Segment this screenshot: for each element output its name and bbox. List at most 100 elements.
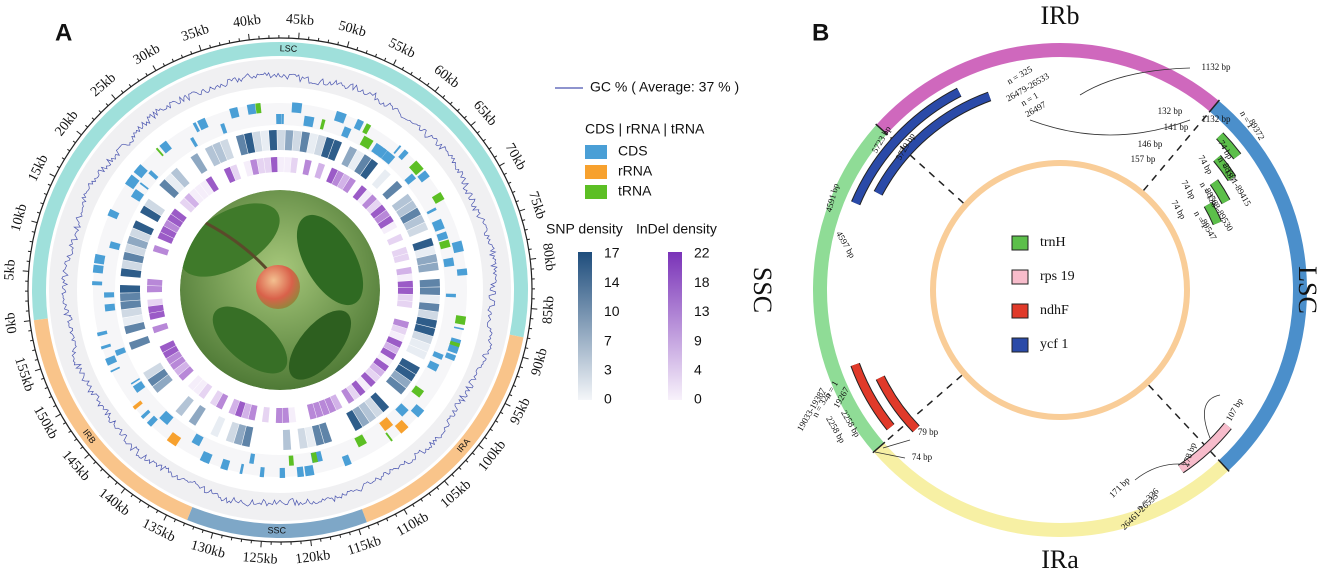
scale-tick — [457, 108, 460, 112]
heat-cell — [356, 376, 371, 392]
scale-tick — [68, 430, 72, 434]
scale-label: 100kb — [476, 438, 509, 475]
heat-cell — [366, 199, 382, 214]
annotation: 74 bp — [1179, 178, 1198, 201]
legend-swatch — [1011, 235, 1029, 251]
feature-block — [197, 117, 209, 131]
heat-cell — [406, 344, 428, 360]
feature-block — [159, 410, 174, 426]
heat-cell — [358, 401, 377, 423]
scale-tick — [30, 339, 34, 342]
leader-line — [1029, 119, 1191, 136]
heat-cell — [360, 371, 376, 387]
scale-tick — [192, 526, 195, 530]
scale-tick — [526, 238, 530, 241]
feature-block — [381, 150, 396, 165]
feature-block — [393, 145, 402, 155]
feature-block — [132, 400, 143, 410]
scale-tick — [509, 394, 513, 397]
scale-title: InDel density — [636, 221, 717, 237]
heat-cell — [167, 214, 184, 228]
heat-cell — [417, 262, 439, 273]
region-label: SSC — [748, 267, 777, 313]
heat-cell — [396, 266, 412, 276]
legend-label: ycf 1 — [1040, 337, 1068, 352]
heat-cell — [391, 324, 408, 336]
heat-cell — [121, 307, 143, 318]
heat-cell — [160, 225, 177, 239]
gc-ring — [49, 59, 511, 521]
leader-line — [882, 439, 911, 449]
scale-tick — [420, 498, 424, 502]
heat-cell — [282, 407, 290, 423]
heat-cell — [312, 401, 324, 418]
heat-cell — [284, 130, 294, 151]
scale-tick — [503, 172, 507, 176]
heat-cell — [248, 404, 258, 421]
heat-cell — [352, 185, 367, 201]
heat-cell — [403, 214, 425, 231]
scale-label: 55kb — [386, 36, 418, 62]
scale-tick — [484, 436, 488, 440]
gc-line — [61, 72, 498, 507]
scale-tick — [337, 41, 339, 45]
heat-cell — [198, 383, 213, 399]
feature-block — [124, 178, 137, 190]
color-bar — [578, 252, 592, 400]
heat-cell — [143, 362, 164, 380]
scale-tick — [451, 473, 455, 477]
scale-tick — [180, 54, 184, 58]
feature-block — [133, 189, 145, 199]
feature-block — [395, 403, 409, 417]
feature-block — [398, 149, 409, 161]
heat-cell — [169, 356, 186, 371]
scale-tick — [128, 84, 132, 88]
gene-block — [851, 88, 962, 205]
scale-tick — [201, 529, 204, 534]
leader-line — [874, 451, 906, 459]
region-arc — [873, 442, 1229, 537]
feature-block — [159, 140, 172, 154]
scale-tick — [494, 155, 498, 158]
scale-tick — [403, 509, 408, 515]
scale-tick — [310, 540, 312, 547]
heat-cell — [304, 426, 316, 448]
heat-cell — [129, 227, 151, 243]
scale-tick — [248, 33, 250, 40]
heat-cell — [354, 154, 372, 176]
heat-cell — [398, 357, 420, 375]
heat-cell — [373, 357, 389, 372]
annotation: 1132 bp — [1202, 114, 1231, 124]
heat-cell — [392, 318, 410, 329]
annotation: 79 bp — [918, 427, 939, 437]
heat-cell — [415, 316, 438, 329]
scale-tick — [356, 46, 359, 51]
heat-cell — [365, 367, 381, 383]
scale-label: 40kb — [232, 13, 262, 31]
heat-cell — [193, 379, 208, 395]
heat-cell — [205, 176, 219, 193]
feature-block — [426, 207, 437, 215]
inner-ring — [930, 160, 1190, 420]
scale-label: 10kb — [9, 202, 31, 233]
legend-title: CDS | rRNA | tRNA — [585, 121, 705, 137]
feature-block — [439, 239, 451, 250]
heat-cell — [170, 167, 190, 188]
scale-label: 45kb — [286, 12, 315, 29]
heat-cell — [418, 302, 440, 312]
heat-cell — [261, 406, 270, 423]
color-bar-tick: 22 — [694, 245, 710, 261]
scale-tick — [463, 115, 467, 119]
scale-label: 65kb — [470, 98, 500, 129]
scale-tick — [329, 536, 332, 540]
scale-tick — [478, 444, 484, 450]
region-label: IRa — [1041, 545, 1079, 574]
scale-label: 30kb — [131, 41, 163, 68]
scale-tick — [410, 71, 413, 75]
scale-label: 95kb — [508, 396, 534, 428]
scale-tick — [418, 77, 422, 81]
heat-cell — [147, 278, 163, 286]
scale-tick — [190, 50, 193, 55]
feature-block — [453, 326, 465, 331]
scale-tick — [392, 59, 397, 66]
